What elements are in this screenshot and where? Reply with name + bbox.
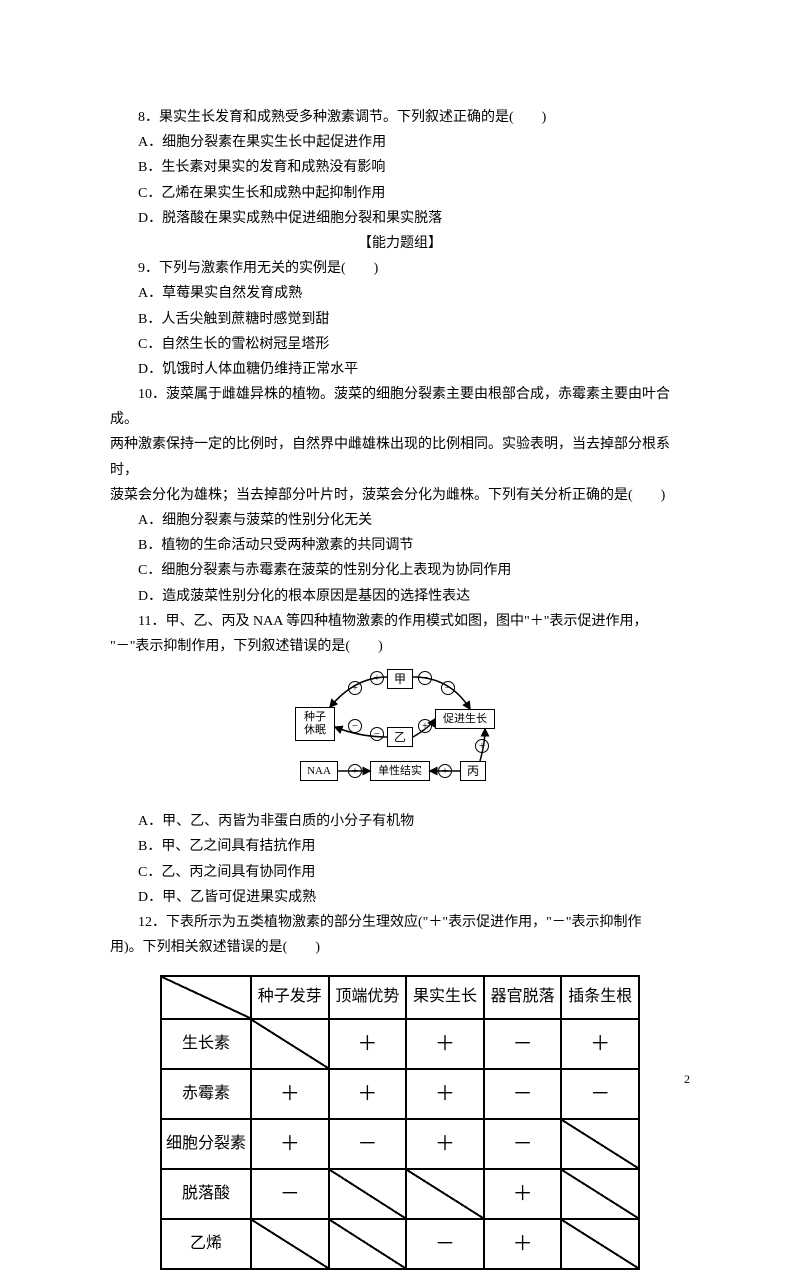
table-cell <box>406 1169 484 1219</box>
q11-stem-l1: 11．甲、乙、丙及 NAA 等四种植物激素的作用模式如图，图中"＋"表示促进作用… <box>110 609 690 634</box>
q9-D: D．饥饿时人体血糖仍维持正常水平 <box>110 357 690 382</box>
q12-stem-l1: 12．下表所示为五类植物激素的部分生理效应("＋"表示促进作用，"－"表示抑制作 <box>110 910 690 935</box>
table-row-label: 生长素 <box>161 1019 251 1069</box>
table-row: 赤霉素＋＋＋－－ <box>161 1069 639 1119</box>
table-cell: ＋ <box>561 1019 639 1069</box>
table-cell: － <box>484 1069 562 1119</box>
table-cell: ＋ <box>484 1169 562 1219</box>
q10-A: A．细胞分裂素与菠菜的性别分化无关 <box>110 508 690 533</box>
table-cell: ＋ <box>406 1019 484 1069</box>
table-cell <box>561 1119 639 1169</box>
q9-A: A．草莓果实自然发育成熟 <box>110 281 690 306</box>
table-cell: － <box>251 1169 329 1219</box>
table-header-cell: 果实生长 <box>406 976 484 1019</box>
q11-A: A．甲、乙、丙皆为非蛋白质的小分子有机物 <box>110 809 690 834</box>
q12-stem-l2: 用)。下列相关叙述错误的是( ) <box>110 935 690 960</box>
table-cell <box>251 1219 329 1269</box>
q8-C: C．乙烯在果实生长和成熟中起抑制作用 <box>110 181 690 206</box>
table-row: 乙烯 －＋ <box>161 1219 639 1269</box>
q10-stem-l2: 两种激素保持一定的比例时，自然界中雌雄株出现的比例相同。实验表明，当去掉部分根系… <box>110 432 690 482</box>
table-header-cell: 顶端优势 <box>329 976 407 1019</box>
table-cell: － <box>406 1219 484 1269</box>
table-header-cell: 插条生根 <box>561 976 639 1019</box>
table-row: 细胞分裂素＋－＋－ <box>161 1119 639 1169</box>
diagram-lines <box>275 669 525 799</box>
q11-stem-l2: "－"表示抑制作用，下列叙述错误的是( ) <box>110 634 690 659</box>
table-row: 脱落酸－ ＋ <box>161 1169 639 1219</box>
q11-diagram: 甲 种子休眠 促进生长 乙 NAA 单性结实 丙 + + − − − − + +… <box>275 669 525 799</box>
q11-B: B．甲、乙之间具有拮抗作用 <box>110 834 690 859</box>
table-cell: ＋ <box>406 1069 484 1119</box>
q10-D: D．造成菠菜性别分化的根本原因是基因的选择性表达 <box>110 584 690 609</box>
table-row-label: 赤霉素 <box>161 1069 251 1119</box>
q10-B: B．植物的生命活动只受两种激素的共同调节 <box>110 533 690 558</box>
q9-stem: 9．下列与激素作用无关的实例是( ) <box>110 256 690 281</box>
table-cell: － <box>484 1119 562 1169</box>
table-cell: ＋ <box>251 1069 329 1119</box>
section-title: 【能力题组】 <box>110 231 690 256</box>
table-header-cell <box>161 976 251 1019</box>
q10-C: C．细胞分裂素与赤霉素在菠菜的性别分化上表现为协同作用 <box>110 558 690 583</box>
table-cell: － <box>329 1119 407 1169</box>
q8-stem: 8．果实生长发育和成熟受多种激素调节。下列叙述正确的是( ) <box>110 105 690 130</box>
table-cell: ＋ <box>406 1119 484 1169</box>
table-row-label: 细胞分裂素 <box>161 1119 251 1169</box>
table-row-label: 脱落酸 <box>161 1169 251 1219</box>
table-row-label: 乙烯 <box>161 1219 251 1269</box>
page-content: 8．果实生长发育和成熟受多种激素调节。下列叙述正确的是( ) A．细胞分裂素在果… <box>110 105 690 1270</box>
q11-C: C．乙、丙之间具有协同作用 <box>110 860 690 885</box>
q9-B: B．人舌尖触到蔗糖时感觉到甜 <box>110 307 690 332</box>
table-cell: ＋ <box>484 1219 562 1269</box>
q8-B: B．生长素对果实的发育和成熟没有影响 <box>110 155 690 180</box>
table-header-cell: 器官脱落 <box>484 976 562 1019</box>
table-cell: ＋ <box>329 1069 407 1119</box>
table-cell <box>561 1219 639 1269</box>
page-number: 2 <box>684 1069 690 1091</box>
table-cell <box>251 1019 329 1069</box>
table-cell <box>561 1169 639 1219</box>
q10-stem-l1: 10．菠菜属于雌雄异株的植物。菠菜的细胞分裂素主要由根部合成，赤霉素主要由叶合成… <box>110 382 690 432</box>
table-cell: － <box>561 1069 639 1119</box>
table-header-row: 种子发芽顶端优势果实生长器官脱落插条生根 <box>161 976 639 1019</box>
table-row: 生长素＋＋－＋ <box>161 1019 639 1069</box>
table-cell: ＋ <box>329 1019 407 1069</box>
table-cell: ＋ <box>251 1119 329 1169</box>
q11-D: D．甲、乙皆可促进果实成熟 <box>110 885 690 910</box>
hormone-effects-table: 种子发芽顶端优势果实生长器官脱落插条生根 生长素＋＋－＋赤霉素＋＋＋－－细胞分裂… <box>160 975 640 1270</box>
q8-D: D．脱落酸在果实成熟中促进细胞分裂和果实脱落 <box>110 206 690 231</box>
table-body: 生长素＋＋－＋赤霉素＋＋＋－－细胞分裂素＋－＋－脱落酸－＋乙烯－＋ <box>161 1019 639 1269</box>
q9-C: C．自然生长的雪松树冠呈塔形 <box>110 332 690 357</box>
q10-stem-l3: 菠菜会分化为雄株；当去掉部分叶片时，菠菜会分化为雌株。下列有关分析正确的是( ) <box>110 483 690 508</box>
q8-A: A．细胞分裂素在果实生长中起促进作用 <box>110 130 690 155</box>
table-header-cell: 种子发芽 <box>251 976 329 1019</box>
table-cell <box>329 1219 407 1269</box>
table-cell: － <box>484 1019 562 1069</box>
table-cell <box>329 1169 407 1219</box>
